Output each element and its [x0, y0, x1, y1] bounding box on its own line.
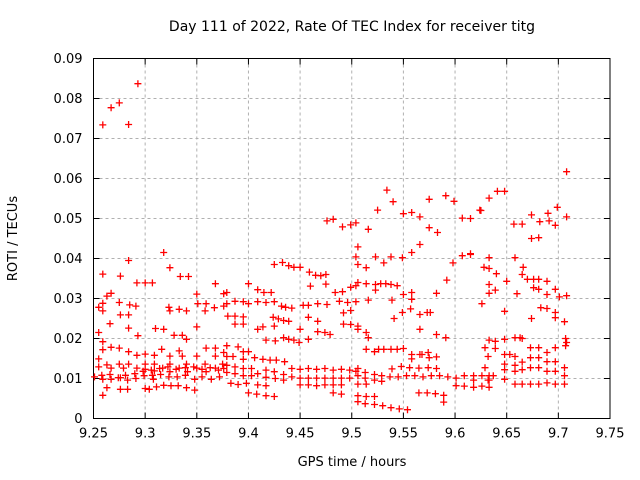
x-tick-label: 9.45 — [286, 427, 315, 442]
x-tick-label: 9.7 — [548, 427, 569, 442]
y-tick-label: 0.09 — [54, 52, 83, 67]
x-axis-label: GPS time / hours — [298, 455, 407, 470]
y-tick-label: 0.02 — [54, 332, 83, 347]
y-tick-label: 0.04 — [54, 252, 83, 267]
x-tick-label: 9.6 — [445, 427, 466, 442]
x-tick-label: 9.35 — [182, 427, 211, 442]
y-tick-label: 0.08 — [54, 92, 83, 107]
tick-labels-layer: 9.25 9.3 9.35 9.4 9.45 9.5 9.55 9.6 9.65 9.7 9.75 0… — [54, 52, 625, 442]
x-tick-label: 9.25 — [79, 427, 108, 442]
scatter-points-layer — [91, 80, 571, 414]
chart-title: Day 111 of 2022, Rate Of TEC Index for r… — [169, 19, 535, 35]
y-axis-label: ROTI / TECUs — [6, 196, 21, 281]
tick-marks-layer — [93, 58, 611, 419]
y-tick-label: 0.01 — [54, 372, 83, 387]
y-tick-label: 0.06 — [54, 172, 83, 187]
x-tick-label: 9.5 — [341, 427, 362, 442]
x-tick-label: 9.65 — [492, 427, 521, 442]
x-tick-label: 9.3 — [135, 427, 156, 442]
x-tick-label: 9.75 — [596, 427, 625, 442]
y-tick-label: 0.07 — [54, 132, 83, 147]
y-tick-label: 0 — [74, 412, 82, 427]
x-tick-label: 9.55 — [389, 427, 418, 442]
scatter-series-plus-markers — [91, 80, 571, 414]
grid-layer — [93, 58, 610, 419]
y-tick-label: 0.03 — [54, 292, 83, 307]
x-tick-label: 9.4 — [238, 427, 259, 442]
y-tick-label: 0.05 — [54, 212, 83, 227]
